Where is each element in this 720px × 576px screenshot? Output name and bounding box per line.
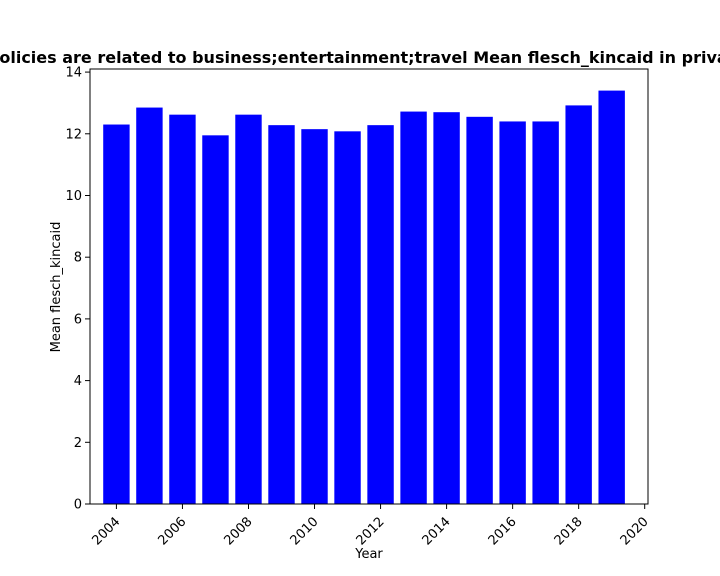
x-tick-label: 2020 (618, 514, 652, 548)
bar-2009 (268, 125, 295, 505)
bar-2013 (400, 111, 427, 504)
y-tick-label: 14 (65, 66, 82, 81)
x-tick-label: 2016 (486, 514, 520, 548)
y-axis-ticks: 0 2 4 6 8 10 12 14 (65, 66, 90, 513)
bar-2018 (565, 105, 592, 505)
bar-2008 (235, 114, 262, 504)
x-axis-ticks: 2004 2006 2008 2010 2012 2014 2016 2018 2020 (89, 504, 652, 548)
x-tick-label: 2004 (89, 514, 123, 548)
bar-2019 (598, 90, 625, 504)
y-tick-label: 12 (65, 127, 82, 142)
x-tick-label: 2014 (420, 514, 454, 548)
bars-group (103, 90, 625, 505)
x-tick-label: 2010 (288, 514, 322, 548)
bar-2012 (367, 125, 394, 505)
y-axis-label: Mean flesch_kincaid (49, 222, 64, 353)
y-tick-label: 10 (65, 189, 82, 204)
y-tick-label: 6 (74, 312, 82, 327)
y-tick-label: 4 (74, 374, 82, 389)
bar-2011 (334, 131, 361, 504)
bar-2005 (136, 107, 163, 504)
chart-title: Privacy policies are related to business… (0, 48, 720, 67)
x-tick-label: 2006 (155, 514, 189, 548)
x-tick-label: 2018 (552, 514, 586, 548)
bar-2017 (532, 121, 559, 504)
y-tick-label: 0 (74, 498, 82, 513)
x-tick-label: 2012 (354, 514, 388, 548)
y-tick-label: 2 (74, 436, 82, 451)
plot-frame (89, 68, 649, 505)
x-tick-label: 2008 (222, 514, 256, 548)
bar-2014 (433, 112, 460, 504)
bar-2010 (301, 129, 328, 504)
bar-2007 (202, 135, 229, 504)
bar-2016 (499, 121, 526, 504)
bar-2004 (103, 124, 130, 504)
x-axis-label: Year (354, 547, 383, 562)
bar-2015 (466, 116, 493, 504)
bar-2006 (169, 114, 196, 504)
y-tick-label: 8 (74, 251, 82, 266)
